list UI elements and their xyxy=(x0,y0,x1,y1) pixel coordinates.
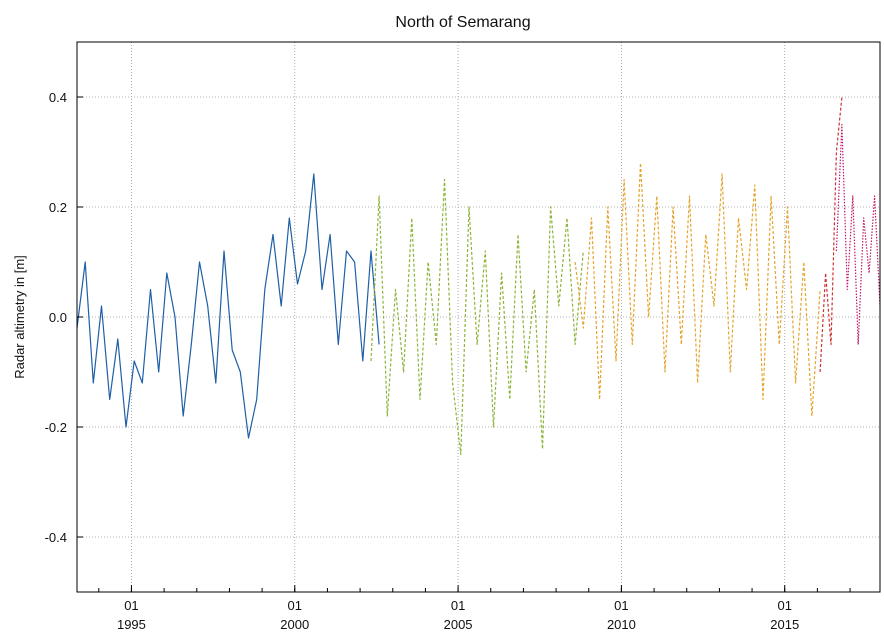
series-group xyxy=(76,96,881,456)
y-tick-label: -0.2 xyxy=(45,420,67,435)
x-tick-day-label: 01 xyxy=(451,598,465,613)
y-tick-label: 0.2 xyxy=(49,200,67,215)
x-tick-year-label: 2005 xyxy=(444,617,473,632)
x-tick-day-label: 01 xyxy=(288,598,302,613)
x-tick-day-label: 01 xyxy=(124,598,138,613)
x-tick-day-label: 01 xyxy=(777,598,791,613)
series-line-2 xyxy=(370,178,584,456)
series-line-3 xyxy=(574,162,821,417)
y-tick-label: 0.4 xyxy=(49,90,67,105)
x-tick-year-label: 2000 xyxy=(280,617,309,632)
grid xyxy=(77,42,880,592)
x-tick-day-label: 01 xyxy=(614,598,628,613)
axis-ticks: -0.4 -0.2 0.0 0.2 0.4 01 1995 01 2000 01 2005 01 201… xyxy=(45,90,851,632)
y-tick-label: 0.0 xyxy=(49,310,67,325)
x-tick-year-label: 1995 xyxy=(117,617,146,632)
y-axis-label: Radar altimetry in [m] xyxy=(12,255,27,379)
series-line-1 xyxy=(76,173,380,439)
series-line-4 xyxy=(819,96,843,373)
x-tick-year-label: 2010 xyxy=(607,617,636,632)
chart-title: North of Semarang xyxy=(395,14,530,31)
series-line-5 xyxy=(835,123,881,346)
y-tick-label: -0.4 xyxy=(45,530,67,545)
x-tick-year-label: 2015 xyxy=(770,617,799,632)
